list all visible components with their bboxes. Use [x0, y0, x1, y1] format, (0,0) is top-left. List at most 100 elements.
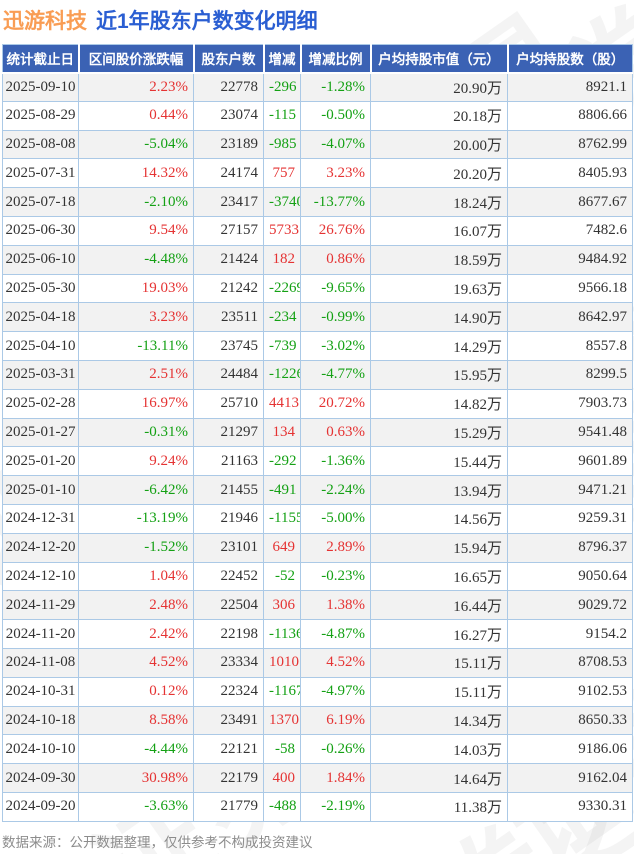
date-cell: 2024-12-31 [2, 503, 79, 534]
value-cell: -4.97% [300, 676, 371, 707]
table-row: 2025-02-28 16.97% 25710 4413 20.72% 14.82万 790… [2, 388, 633, 419]
table-row: 2024-09-20 -3.63% 21779 -488 -2.19% 11.38万 933… [2, 791, 633, 822]
table-row: 2025-07-31 14.32% 24174 757 3.23% 20.20万 8405.… [2, 158, 633, 189]
value-cell: 2.89% [300, 532, 371, 563]
value-cell: 757 [263, 158, 301, 189]
table-header: 统计截止日 区间股价涨跌幅 股东户数 增减 增减比例 户均持股市值（元） 户均持股数（股） [2, 44, 633, 74]
value-cell: 9471.21 [507, 475, 633, 505]
value-cell: -115 [263, 100, 301, 131]
value-cell: 22324 [193, 676, 264, 707]
value-cell: 14.03万 [370, 734, 508, 765]
value-cell: -4.44% [78, 734, 194, 765]
value-cell: 1.38% [300, 590, 371, 621]
value-cell: -1.28% [300, 72, 371, 102]
value-cell: 20.90万 [370, 72, 508, 102]
date-cell: 2025-01-10 [2, 475, 79, 505]
value-cell: 11.38万 [370, 791, 508, 822]
value-cell: 15.11万 [370, 676, 508, 707]
value-cell: 8642.97 [507, 302, 633, 333]
value-cell: 15.11万 [370, 647, 508, 678]
value-cell: 23189 [193, 129, 264, 160]
value-cell: 9.24% [78, 446, 194, 477]
value-cell: 8.58% [78, 705, 194, 736]
value-cell: 26.76% [300, 215, 371, 246]
date-cell: 2025-04-18 [2, 302, 79, 333]
value-cell: 23334 [193, 647, 264, 678]
value-cell: 16.97% [78, 388, 194, 419]
value-cell: -4.87% [300, 619, 371, 649]
value-cell: 20.72% [300, 388, 371, 419]
table-row: 2024-10-10 -4.44% 22121 -58 -0.26% 14.03万 9186… [2, 734, 633, 765]
value-cell: 2.42% [78, 619, 194, 649]
value-cell: -0.31% [78, 417, 194, 448]
value-cell: 21779 [193, 791, 264, 822]
value-cell: 21163 [193, 446, 264, 477]
value-cell: 23745 [193, 331, 264, 361]
column-header-0: 统计截止日 [2, 44, 80, 74]
value-cell: 8708.53 [507, 647, 633, 678]
value-cell: 20.20万 [370, 158, 508, 189]
value-cell: 16.65万 [370, 561, 508, 592]
column-header-6: 户均持股数（股） [507, 44, 633, 74]
table-row: 2024-12-10 1.04% 22452 -52 -0.23% 16.65万 9050.… [2, 561, 633, 592]
value-cell: -1155 [263, 503, 301, 534]
value-cell: 18.59万 [370, 244, 508, 275]
value-cell: 2.48% [78, 590, 194, 621]
value-cell: -52 [263, 561, 301, 592]
value-cell: -985 [263, 129, 301, 160]
value-cell: 30.98% [78, 763, 194, 793]
value-cell: 8557.8 [507, 331, 633, 361]
column-header-2: 股东户数 [193, 44, 265, 74]
value-cell: -58 [263, 734, 301, 765]
value-cell: 9566.18 [507, 273, 633, 304]
value-cell: 18.24万 [370, 187, 508, 217]
value-cell: 22121 [193, 734, 264, 765]
date-cell: 2024-10-10 [2, 734, 79, 765]
value-cell: 0.44% [78, 100, 194, 131]
value-cell: 1370 [263, 705, 301, 736]
table-row: 2025-08-08 -5.04% 23189 -985 -4.07% 20.00万 876… [2, 129, 633, 160]
table-row: 2025-07-18 -2.10% 23417 -3740 -13.77% 18.24万 8… [2, 187, 633, 217]
value-cell: -1.52% [78, 532, 194, 563]
value-cell: 9330.31 [507, 791, 633, 822]
value-cell: -4.48% [78, 244, 194, 275]
value-cell: 0.12% [78, 676, 194, 707]
value-cell: 8762.99 [507, 129, 633, 160]
value-cell: 22504 [193, 590, 264, 621]
value-cell: 19.63万 [370, 273, 508, 304]
value-cell: -234 [263, 302, 301, 333]
table-row: 2025-01-10 -6.42% 21455 -491 -2.24% 13.94万 947… [2, 475, 633, 505]
value-cell: 15.44万 [370, 446, 508, 477]
value-cell: -292 [263, 446, 301, 477]
value-cell: -296 [263, 72, 301, 102]
value-cell: 9.54% [78, 215, 194, 246]
date-cell: 2024-09-20 [2, 791, 79, 822]
value-cell: 13.94万 [370, 475, 508, 505]
value-cell: 9484.92 [507, 244, 633, 275]
table-row: 2024-12-20 -1.52% 23101 649 2.89% 15.94万 8796.… [2, 532, 633, 563]
table-row: 2025-01-20 9.24% 21163 -292 -1.36% 15.44万 9601… [2, 446, 633, 477]
value-cell: -491 [263, 475, 301, 505]
table-row: 2025-05-30 19.03% 21242 -2269 -9.65% 19.63万 95… [2, 273, 633, 304]
value-cell: 8677.67 [507, 187, 633, 217]
date-cell: 2025-04-10 [2, 331, 79, 361]
value-cell: 0.63% [300, 417, 371, 448]
value-cell: 24174 [193, 158, 264, 189]
value-cell: 14.56万 [370, 503, 508, 534]
date-cell: 2024-09-30 [2, 763, 79, 793]
value-cell: 8650.33 [507, 705, 633, 736]
value-cell: 14.90万 [370, 302, 508, 333]
value-cell: 20.18万 [370, 100, 508, 131]
company-name: 迅游科技 [3, 10, 87, 33]
value-cell: 22198 [193, 619, 264, 649]
value-cell: 4.52% [78, 647, 194, 678]
value-cell: 7482.6 [507, 215, 633, 246]
table-row: 2024-11-20 2.42% 22198 -1136 -4.87% 16.27万 915… [2, 619, 633, 649]
column-header-3: 增减 [263, 44, 302, 74]
column-header-1: 区间股价涨跌幅 [78, 44, 195, 74]
table-row: 2024-12-31 -13.19% 21946 -1155 -5.00% 14.56万 9… [2, 503, 633, 534]
page-title: 迅游科技 近1年股东户数变化明细 [3, 5, 318, 35]
date-cell: 2025-05-30 [2, 273, 79, 304]
value-cell: 1.04% [78, 561, 194, 592]
value-cell: 23101 [193, 532, 264, 563]
